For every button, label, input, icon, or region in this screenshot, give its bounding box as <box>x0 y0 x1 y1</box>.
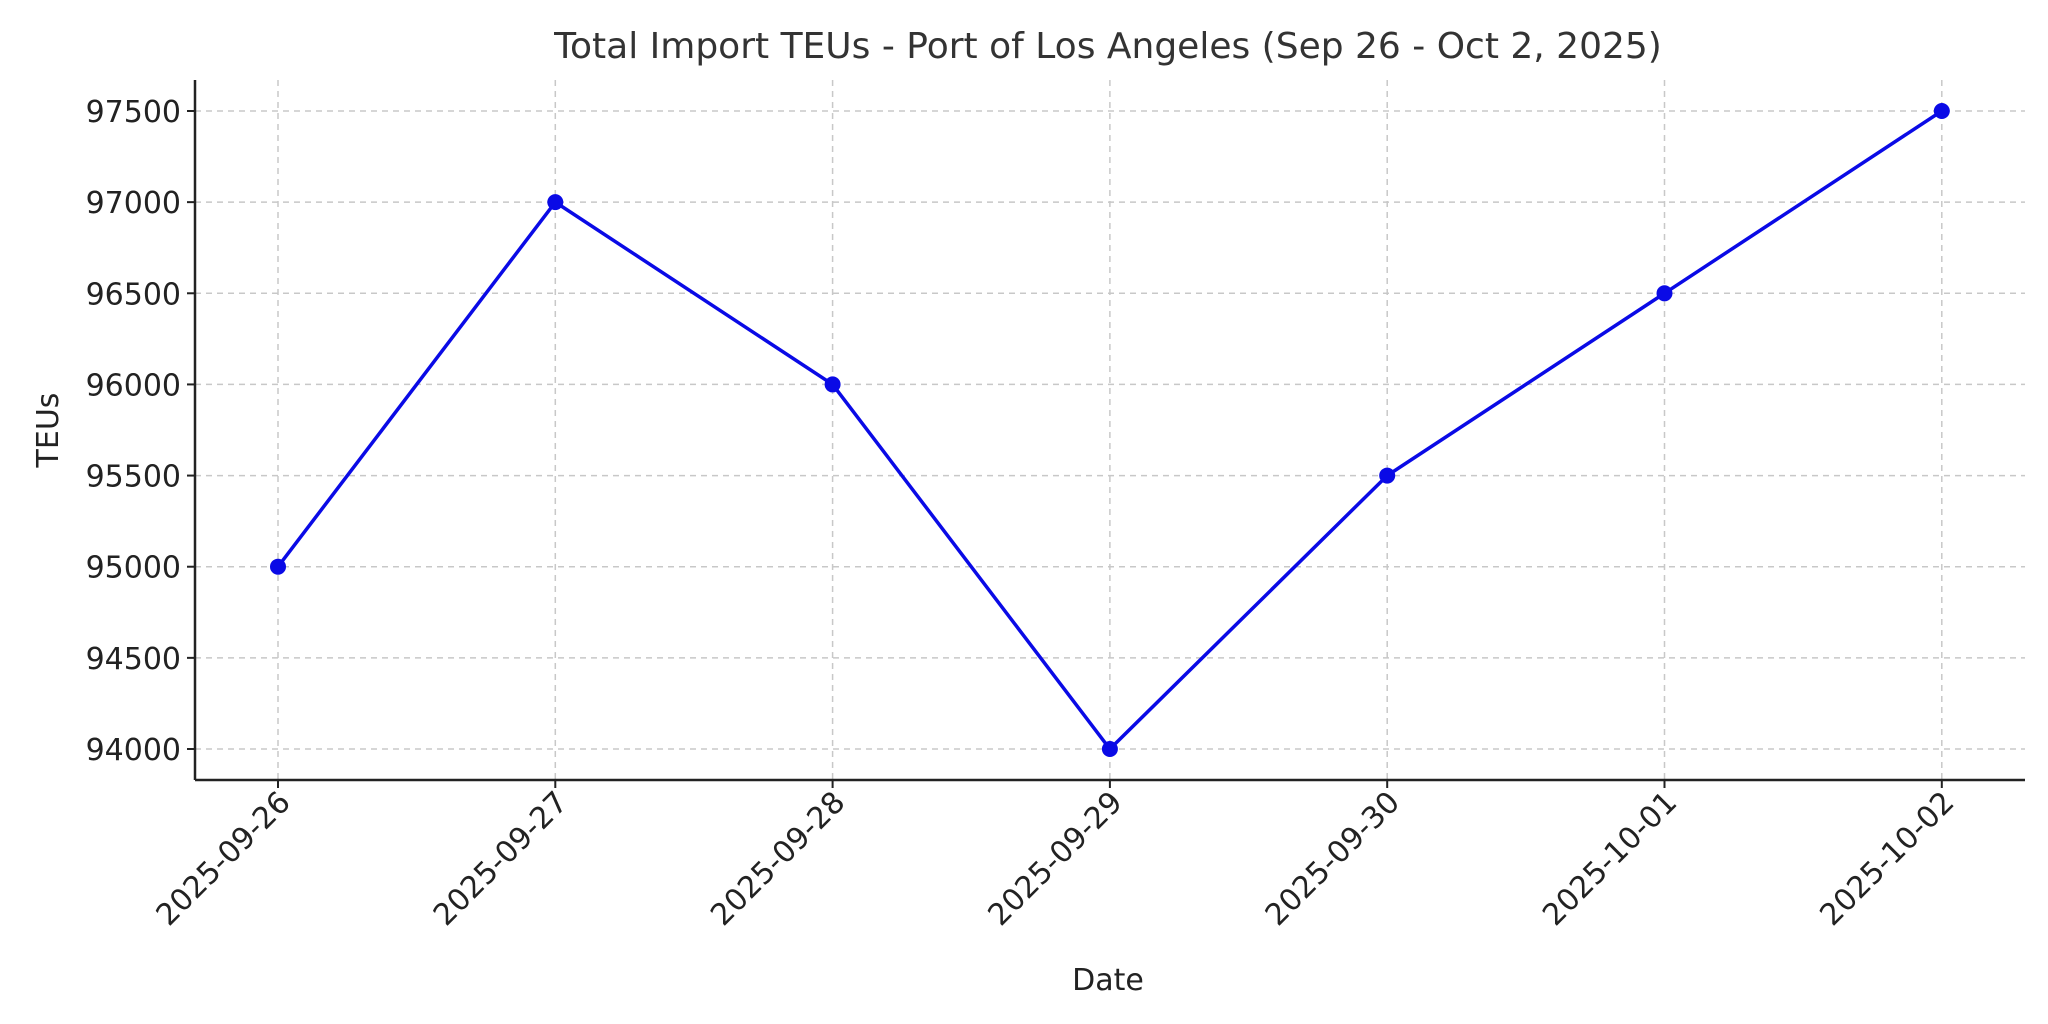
y-tick-label: 94500 <box>86 642 181 677</box>
x-tick-label: 2025-10-02 <box>1813 785 1961 933</box>
data-point <box>1933 102 1950 119</box>
data-point <box>547 194 564 211</box>
x-tick-label: 2025-09-29 <box>982 785 1130 933</box>
data-point <box>1379 467 1396 484</box>
y-tick-label: 94000 <box>86 733 181 768</box>
x-axis-title: Date <box>1072 963 1144 998</box>
y-tick-label: 96500 <box>86 277 181 312</box>
ticks-layer: 94000 94500 95000 95500 96000 96500 97000 97500… <box>86 95 1962 933</box>
y-tick-label: 97500 <box>86 95 181 130</box>
y-tick-label: 95000 <box>86 551 181 586</box>
series-layer <box>270 102 1950 758</box>
labels-layer: Total Import TEUs - Port of Los Angeles … <box>31 26 1662 998</box>
x-tick-label: 2025-09-30 <box>1259 785 1407 933</box>
y-axis-title: TEUs <box>31 393 66 469</box>
y-tick-label: 96000 <box>86 368 181 403</box>
x-tick-label: 2025-09-28 <box>704 785 852 933</box>
x-tick-label: 2025-09-27 <box>427 785 575 933</box>
data-point <box>824 376 841 393</box>
grid-layer <box>195 80 2025 780</box>
y-tick-label: 97000 <box>86 186 181 221</box>
chart-title: Total Import TEUs - Port of Los Angeles … <box>553 26 1662 67</box>
data-point <box>270 558 286 575</box>
x-tick-label: 2025-10-01 <box>1536 785 1684 933</box>
data-point <box>1656 285 1673 302</box>
data-point <box>1101 741 1118 758</box>
y-tick-label: 95500 <box>86 460 181 495</box>
x-tick-label: 2025-09-26 <box>150 785 298 933</box>
